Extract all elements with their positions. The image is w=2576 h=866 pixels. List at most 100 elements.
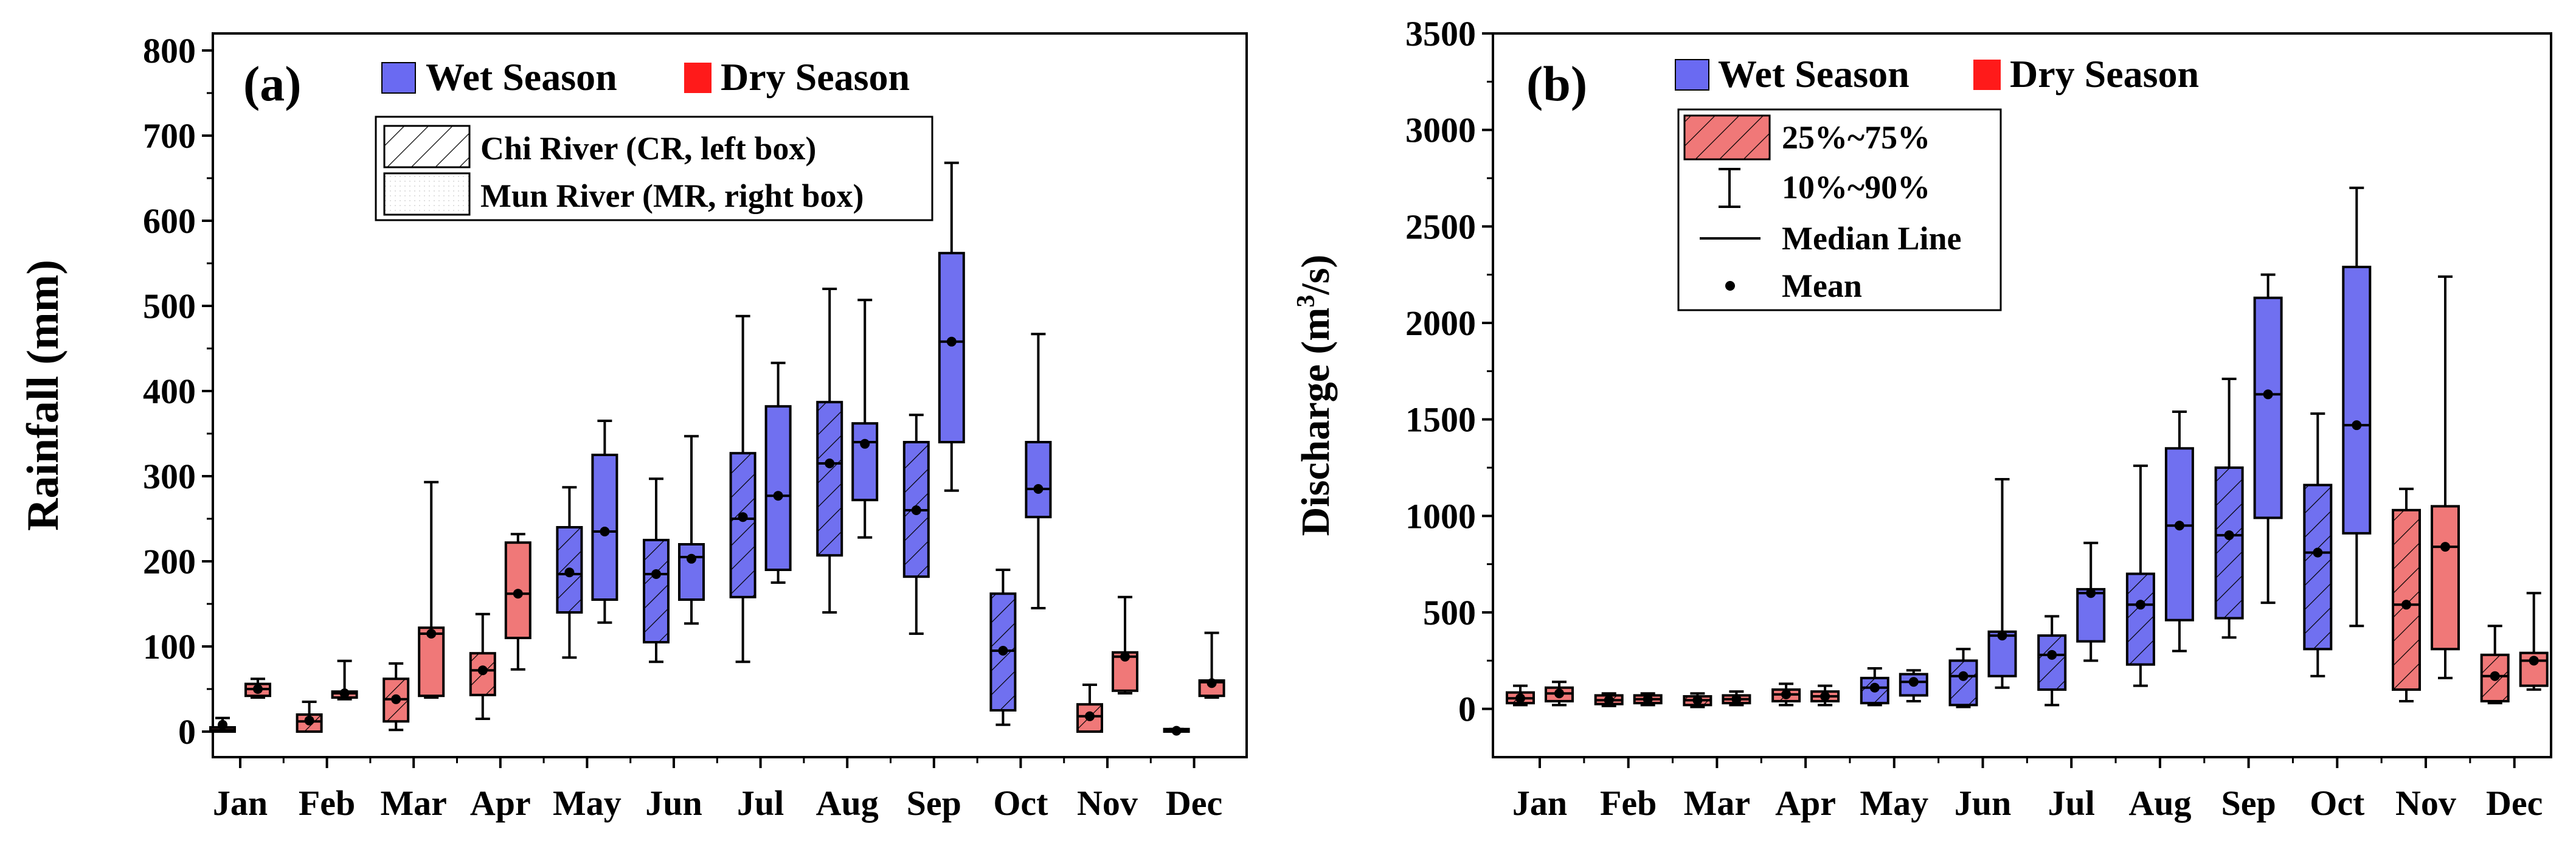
box-b-MR-Feb — [1633, 692, 1663, 707]
box-outline — [1025, 441, 1052, 519]
box-mean — [1085, 711, 1095, 721]
box-a-MR-Jul — [764, 361, 792, 584]
x-tick-label-b-Oct: Oct — [2310, 783, 2365, 823]
box-a-CR-Feb — [296, 701, 323, 733]
box-a-MR-Feb — [331, 659, 358, 701]
box-a-MR-Oct — [1025, 333, 1052, 609]
legend-median-label-b: Median Line — [1782, 220, 1962, 257]
x-tick-label-a-Mar: Mar — [380, 783, 447, 823]
box-a-MR-Mar — [418, 480, 445, 699]
y-tick-label-a-100: 100 — [143, 627, 196, 667]
box-iqr — [679, 544, 704, 600]
legend-whisker-label-b: 10%~90% — [1782, 169, 1930, 206]
y-tick-label-b-1000: 1000 — [1405, 496, 1476, 536]
box-b-MR-Jan — [1545, 681, 1574, 707]
x-axis-b: Jan Feb Mar Apr May Jun Jul Aug Sep Oct Nov Dec — [1512, 757, 2543, 823]
legend-mean-label-b: Mean — [1782, 268, 1862, 304]
box-mean — [339, 688, 350, 698]
box-mean — [651, 569, 661, 579]
y-tick-label-a-400: 400 — [143, 372, 196, 411]
x-tick-label-a-Oct: Oct — [993, 783, 1048, 823]
legend-whisker-swatch-b — [1719, 168, 1740, 208]
box-outline — [296, 713, 323, 733]
box-mean — [1604, 695, 1614, 705]
box-outline — [2480, 653, 2510, 702]
box-outline — [2164, 447, 2194, 622]
y-tick-label-a-700: 700 — [143, 116, 196, 156]
box-hatch — [2127, 573, 2154, 665]
x-tick-label-b-Jul: Jul — [2048, 783, 2095, 823]
box-outline — [816, 401, 843, 557]
box-a-MR-May — [591, 420, 618, 624]
box-mean — [600, 527, 610, 536]
box-iqr — [766, 406, 791, 570]
x-tick-label-b-Mar: Mar — [1684, 783, 1751, 823]
x-tick-label-a-Jun: Jun — [645, 783, 702, 823]
box-hatch — [2215, 468, 2243, 618]
boxes-b — [1506, 186, 2549, 708]
box-mean — [998, 646, 1008, 656]
box-a-CR-May — [556, 486, 583, 659]
panel-label-a: (a) — [243, 56, 302, 111]
legend-mr-swatch-a — [383, 172, 471, 216]
box-b-MR-Aug — [2164, 410, 2194, 653]
box-hatch — [2038, 636, 2066, 690]
box-b-CR-Sep — [2214, 378, 2244, 639]
y-tick-label-b-3000: 3000 — [1405, 111, 1476, 150]
y-tick-label-a-300: 300 — [143, 457, 196, 496]
box-outline — [938, 252, 965, 443]
box-a-MR-Jun — [678, 435, 705, 625]
x-tick-label-b-Jun: Jun — [1955, 783, 2012, 823]
box-hatch — [817, 402, 842, 556]
box-b-CR-Jun — [1948, 648, 1978, 708]
box-a-CR-Aug — [816, 288, 843, 614]
box-outline — [2037, 634, 2067, 691]
box-mean — [304, 715, 314, 726]
legend-wet-swatch-a — [381, 62, 416, 94]
box-outline — [504, 541, 531, 640]
box-iqr — [853, 423, 878, 501]
box-a-MR-Nov — [1112, 595, 1138, 695]
box-mean — [564, 567, 575, 578]
box-mean — [1820, 691, 1830, 702]
box-iqr — [2166, 448, 2193, 620]
box-mean — [1171, 726, 1182, 736]
legend-cr-label-a: Chi River (CR, left box) — [480, 130, 816, 167]
box-mean — [1908, 677, 1919, 687]
box-iqr — [2254, 297, 2282, 518]
box-b-MR-Nov — [2431, 275, 2460, 679]
box-a-CR-Nov — [1076, 684, 1103, 733]
y-axis-title-b-tail: /s) — [1293, 255, 1338, 296]
box-mean — [2490, 671, 2500, 681]
y-tick-label-b-2000: 2000 — [1405, 303, 1476, 343]
box-iqr — [2343, 266, 2370, 533]
box-iqr — [2432, 506, 2459, 650]
box-hatch — [730, 453, 755, 597]
box-a-MR-Jan — [244, 677, 271, 699]
y-axis-title-b-sup: 3 — [1292, 295, 1320, 308]
y-tick-label-a-200: 200 — [143, 542, 196, 581]
x-tick-label-b-Sep: Sep — [2221, 783, 2276, 823]
legend-a: Wet Season Dry Season Chi River (CR, lef… — [375, 55, 933, 221]
box-b-CR-Dec — [2480, 625, 2510, 705]
x-tick-label-a-Feb: Feb — [299, 783, 355, 823]
plot-frame-a — [212, 32, 1248, 758]
box-a-CR-Sep — [902, 414, 930, 635]
x-tick-label-a-Jan: Jan — [213, 783, 268, 823]
box-outline — [556, 526, 583, 614]
x-tick-label-a-Nov: Nov — [1077, 783, 1138, 823]
box-b-MR-Apr — [1810, 684, 1840, 707]
box-a-CR-Jun — [643, 477, 670, 663]
legend-dry-swatch-a — [684, 63, 712, 93]
box-mean — [253, 684, 263, 694]
box-mean — [2401, 600, 2411, 610]
x-axis-a: Jan Feb Mar Apr May Jun Jul Aug Sep Oct Nov Dec — [213, 757, 1222, 823]
legend-b: Wet Season Dry Season 25%~75% 10%~90% Me… — [1675, 52, 2199, 311]
box-b-CR-Aug — [2125, 464, 2155, 687]
legend-dry-swatch-b — [1973, 60, 2001, 90]
box-outline — [2342, 265, 2372, 535]
box-mean — [2263, 389, 2273, 400]
box-mean — [911, 505, 921, 515]
legend-wet-label-b: Wet Season — [1718, 52, 1909, 95]
